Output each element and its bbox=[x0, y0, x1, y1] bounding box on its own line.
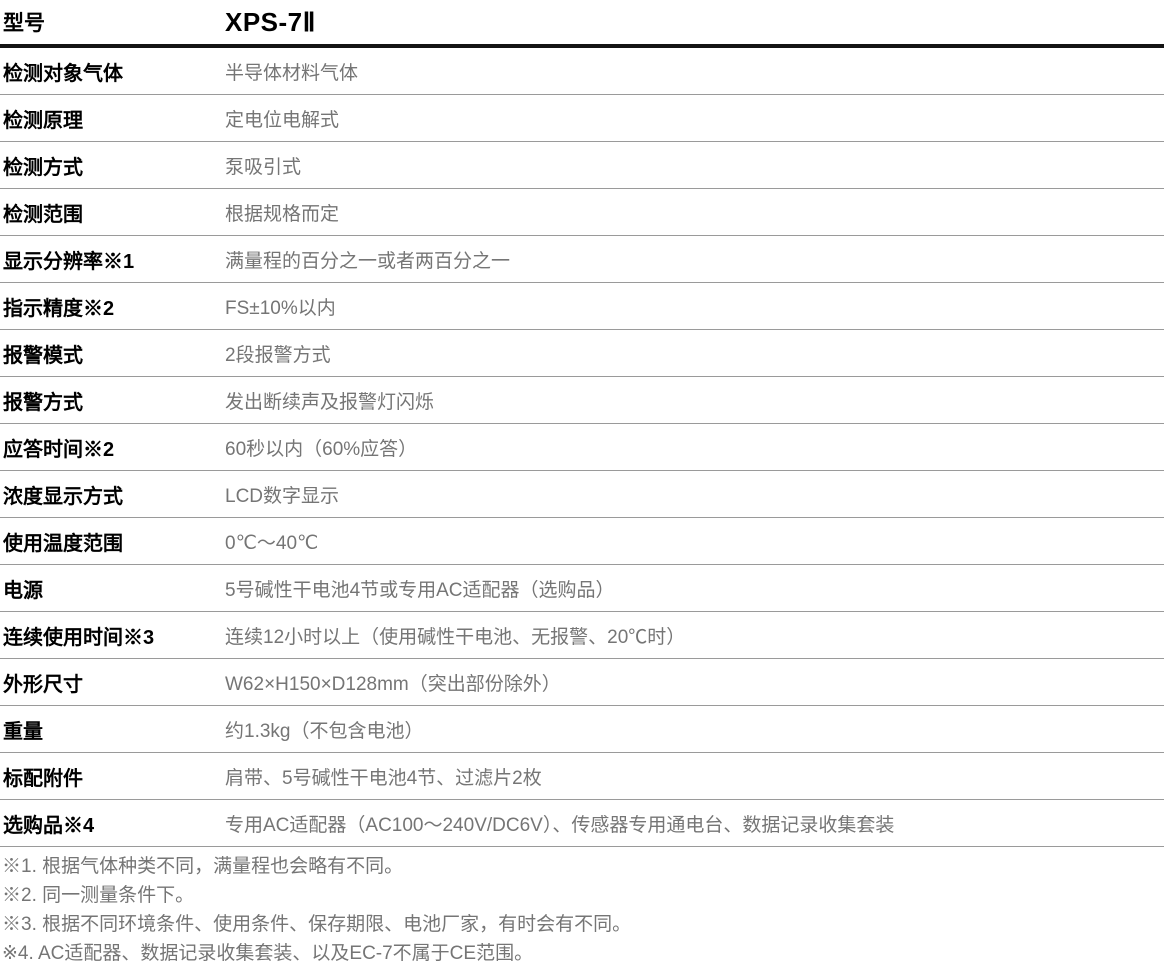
spec-label: 报警方式 bbox=[3, 391, 83, 414]
spec-value: 2段报警方式 bbox=[225, 344, 331, 366]
spec-value: W62×H150×D128mm（突出部份除外） bbox=[225, 673, 561, 695]
spec-value: 约1.3kg（不包含电池） bbox=[225, 720, 424, 742]
spec-row: 指示精度※2 FS±10%以内 bbox=[0, 283, 1164, 330]
spec-row: 浓度显示方式 LCD数字显示 bbox=[0, 471, 1164, 518]
spec-row: 应答时间※2 60秒以内（60%应答） bbox=[0, 424, 1164, 471]
spec-value: 5号碱性干电池4节或专用AC适配器（选购品） bbox=[225, 579, 615, 601]
footnote: ※1. 根据气体种类不同，满量程也会略有不同。 bbox=[2, 856, 404, 877]
spec-label: 检测对象气体 bbox=[3, 62, 123, 85]
spec-value: 连续12小时以上（使用碱性干电池、无报警、20℃时） bbox=[225, 626, 686, 648]
spec-row: 使用温度范围 0℃～40℃ bbox=[0, 518, 1164, 565]
spec-label: 检测原理 bbox=[3, 109, 83, 132]
spec-value: 半导体材料气体 bbox=[225, 62, 359, 84]
spec-value: 60秒以内（60%应答） bbox=[225, 438, 418, 460]
spec-row: 检测方式 泵吸引式 bbox=[0, 142, 1164, 189]
spec-label: 检测范围 bbox=[3, 203, 83, 226]
model-header-label: 型号 bbox=[3, 12, 45, 35]
spec-row: 重量 约1.3kg（不包含电池） bbox=[0, 706, 1164, 753]
spec-value: 肩带、5号碱性干电池4节、过滤片2枚 bbox=[225, 767, 542, 789]
spec-label: 显示分辨率※1 bbox=[3, 250, 135, 273]
spec-value: 泵吸引式 bbox=[225, 156, 302, 178]
spec-value: LCD数字显示 bbox=[225, 485, 340, 507]
footnote: ※3. 根据不同环境条件、使用条件、保存期限、电池厂家，有时会有不同。 bbox=[2, 914, 632, 935]
spec-value: 定电位电解式 bbox=[225, 109, 340, 131]
spec-value: 根据规格而定 bbox=[225, 203, 340, 225]
spec-row: 显示分辨率※1 满量程的百分之一或者两百分之一 bbox=[0, 236, 1164, 283]
spec-label: 使用温度范围 bbox=[3, 532, 123, 555]
spec-label: 浓度显示方式 bbox=[3, 485, 123, 508]
footnote: ※2. 同一测量条件下。 bbox=[2, 885, 195, 906]
footnote: ※4. AC适配器、数据记录收集套装、以及EC-7不属于CE范围。 bbox=[2, 943, 534, 964]
spec-label: 电源 bbox=[3, 579, 43, 602]
spec-row: 标配附件 肩带、5号碱性干电池4节、过滤片2枚 bbox=[0, 753, 1164, 800]
spec-label: 应答时间※2 bbox=[3, 438, 115, 461]
spec-label: 报警模式 bbox=[3, 344, 83, 367]
spec-row: 检测对象气体 半导体材料气体 bbox=[0, 48, 1164, 95]
spec-value: 0℃～40℃ bbox=[225, 532, 319, 554]
spec-row: 报警模式 2段报警方式 bbox=[0, 330, 1164, 377]
spec-label: 指示精度※2 bbox=[3, 297, 115, 320]
spec-row: 连续使用时间※3 连续12小时以上（使用碱性干电池、无报警、20℃时） bbox=[0, 612, 1164, 659]
model-header-row: 型号 XPS-7Ⅱ bbox=[0, 0, 1164, 48]
model-header-value: XPS-7Ⅱ bbox=[225, 6, 316, 37]
spec-row: 检测范围 根据规格而定 bbox=[0, 189, 1164, 236]
spec-value: FS±10%以内 bbox=[225, 297, 336, 319]
spec-row: 报警方式 发出断续声及报警灯闪烁 bbox=[0, 377, 1164, 424]
spec-label: 外形尺寸 bbox=[3, 673, 83, 696]
footnotes: ※1. 根据气体种类不同，满量程也会略有不同。 ※2. 同一测量条件下。 ※3.… bbox=[0, 847, 1164, 968]
spec-value: 专用AC适配器（AC100～240V/DC6V）、传感器专用通电台、数据记录收集… bbox=[225, 814, 895, 836]
spec-row: 选购品※4 专用AC适配器（AC100～240V/DC6V）、传感器专用通电台、… bbox=[0, 800, 1164, 847]
spec-row: 检测原理 定电位电解式 bbox=[0, 95, 1164, 142]
spec-label: 连续使用时间※3 bbox=[3, 626, 155, 649]
spec-row: 外形尺寸 W62×H150×D128mm（突出部份除外） bbox=[0, 659, 1164, 706]
spec-label: 检测方式 bbox=[3, 156, 83, 179]
spec-label: 标配附件 bbox=[3, 767, 83, 790]
spec-label: 选购品※4 bbox=[3, 814, 95, 837]
spec-row: 电源 5号碱性干电池4节或专用AC适配器（选购品） bbox=[0, 565, 1164, 612]
spec-label: 重量 bbox=[3, 720, 43, 743]
spec-value: 发出断续声及报警灯闪烁 bbox=[225, 391, 435, 413]
spec-value: 满量程的百分之一或者两百分之一 bbox=[225, 250, 511, 272]
